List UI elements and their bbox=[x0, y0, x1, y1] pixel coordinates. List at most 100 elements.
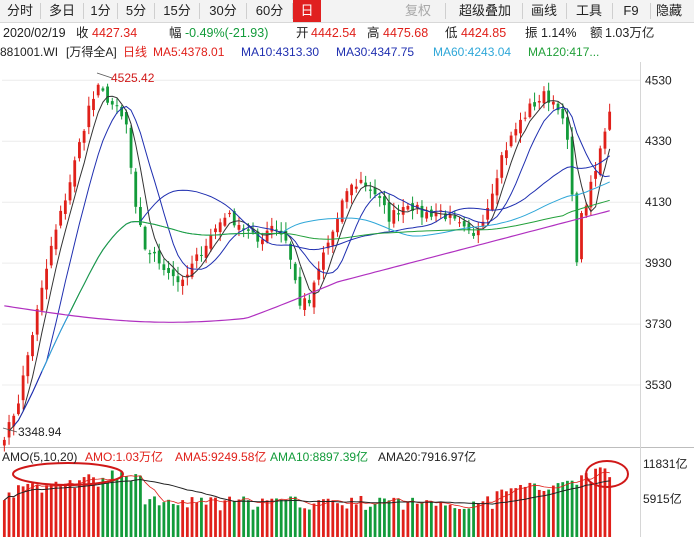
candle-body bbox=[92, 98, 95, 111]
tab-multi-day[interactable]: 多日 bbox=[48, 3, 75, 18]
volume-bar bbox=[115, 479, 119, 537]
volume-bar bbox=[354, 504, 358, 537]
volume-bar bbox=[364, 509, 368, 537]
candle-body bbox=[533, 102, 536, 107]
candle-body bbox=[63, 200, 67, 214]
volume-bar bbox=[533, 483, 536, 537]
amo-title: AMO(5,10,20) bbox=[2, 450, 78, 464]
candle-body bbox=[580, 213, 583, 260]
candle-body bbox=[359, 179, 363, 183]
tools-button[interactable]: 工具 bbox=[575, 3, 602, 18]
candle-body bbox=[495, 178, 499, 196]
f9-button[interactable]: F9 bbox=[623, 3, 639, 18]
y-tick-label: 4130 bbox=[645, 195, 672, 209]
volume-bar bbox=[317, 500, 321, 537]
candle-body bbox=[336, 218, 339, 233]
tab-15min[interactable]: 15分 bbox=[163, 3, 191, 18]
candle-body bbox=[326, 242, 330, 249]
volume-bar bbox=[275, 498, 278, 537]
volume-bar bbox=[110, 470, 114, 537]
price-axis: 4530 4330 4130 3930 3730 3530 11831亿 5915亿 bbox=[643, 73, 687, 506]
candle-body bbox=[218, 222, 222, 233]
amplitude-value: 1.14% bbox=[541, 26, 577, 40]
volume-bar bbox=[101, 477, 105, 537]
candle-body bbox=[547, 90, 551, 103]
candle-body bbox=[232, 211, 236, 226]
candle-body bbox=[368, 189, 372, 191]
volume-bar bbox=[359, 495, 363, 537]
candle-body bbox=[401, 207, 405, 215]
volume-bar bbox=[45, 485, 48, 537]
volume-bar bbox=[345, 508, 349, 537]
volume-bar bbox=[17, 485, 20, 537]
volume-bar bbox=[392, 497, 396, 537]
volume-bar bbox=[551, 485, 555, 537]
candle-body bbox=[298, 276, 302, 306]
volume-ma-lines bbox=[3, 471, 610, 509]
candle-body bbox=[528, 103, 532, 118]
tab-30min[interactable]: 30分 bbox=[209, 3, 237, 18]
candle-body bbox=[542, 91, 546, 104]
candle-body bbox=[519, 119, 522, 134]
candle-body bbox=[256, 231, 260, 242]
volume-bar bbox=[96, 486, 100, 537]
chart-annotations: 4525.42 3348.94 bbox=[2, 71, 629, 488]
volume-bar bbox=[547, 489, 551, 537]
candle-body bbox=[345, 191, 349, 202]
volume-bar bbox=[124, 476, 128, 537]
low-value: 4424.85 bbox=[461, 26, 507, 40]
candle-body bbox=[12, 415, 16, 427]
candle-body bbox=[373, 187, 377, 195]
volume-bars bbox=[2, 467, 612, 537]
candle-body bbox=[462, 221, 466, 227]
y-tick-label: 3930 bbox=[645, 256, 672, 270]
candle-body bbox=[293, 263, 297, 281]
y-tick-label: 3730 bbox=[645, 317, 672, 331]
volume-bar bbox=[340, 505, 344, 537]
tab-5min[interactable]: 5分 bbox=[125, 3, 147, 18]
volume-bar bbox=[40, 492, 44, 537]
candle-body bbox=[589, 181, 593, 208]
candle-body bbox=[78, 142, 81, 159]
candle-body bbox=[383, 196, 386, 206]
volume-bar bbox=[575, 484, 579, 537]
tab-intraday[interactable]: 分时 bbox=[6, 3, 33, 18]
high-value: 4475.68 bbox=[383, 26, 429, 40]
candle-body bbox=[176, 276, 180, 283]
candle-body bbox=[167, 267, 170, 273]
candle-body bbox=[21, 375, 25, 401]
candle-body bbox=[129, 127, 133, 168]
hide-button[interactable]: 隐藏 bbox=[656, 3, 683, 18]
volume-bar bbox=[256, 506, 260, 537]
volume-bar bbox=[167, 499, 170, 537]
candle-body bbox=[481, 221, 485, 227]
candle-body bbox=[162, 264, 166, 271]
volume-bar bbox=[383, 498, 386, 537]
candle-body bbox=[570, 136, 574, 195]
tab-daily[interactable]: 日 bbox=[293, 0, 321, 22]
candle-body bbox=[124, 111, 128, 125]
super-overlay-button[interactable]: 超级叠加 bbox=[458, 3, 511, 18]
candle-body bbox=[397, 213, 400, 215]
volume-bar bbox=[129, 480, 133, 537]
ma-legend-bar: 881001.WI [万得全A] 日线 MA5:4378.01 MA10:431… bbox=[0, 43, 694, 61]
open-value: 4442.54 bbox=[311, 26, 357, 40]
draw-line-button[interactable]: 画线 bbox=[530, 3, 557, 18]
candle-body bbox=[31, 335, 34, 357]
tab-60min[interactable]: 60分 bbox=[255, 3, 284, 18]
adjust-button[interactable]: 复权 bbox=[404, 3, 431, 18]
close-label: 收 bbox=[76, 26, 89, 40]
candle-body bbox=[171, 269, 175, 277]
low-label: 低 bbox=[445, 26, 458, 40]
volume-bar bbox=[387, 500, 391, 537]
volume-tick-label: 5915亿 bbox=[643, 491, 682, 506]
candle-body bbox=[514, 129, 518, 136]
volume-bar bbox=[411, 497, 414, 537]
tab-1min[interactable]: 1分 bbox=[90, 3, 111, 18]
volume-bar bbox=[293, 496, 297, 537]
amo-value: AMO:1.03万亿 bbox=[85, 450, 164, 464]
volume-bar bbox=[162, 502, 166, 537]
candle-body bbox=[429, 209, 433, 217]
volume-bar bbox=[566, 480, 569, 537]
